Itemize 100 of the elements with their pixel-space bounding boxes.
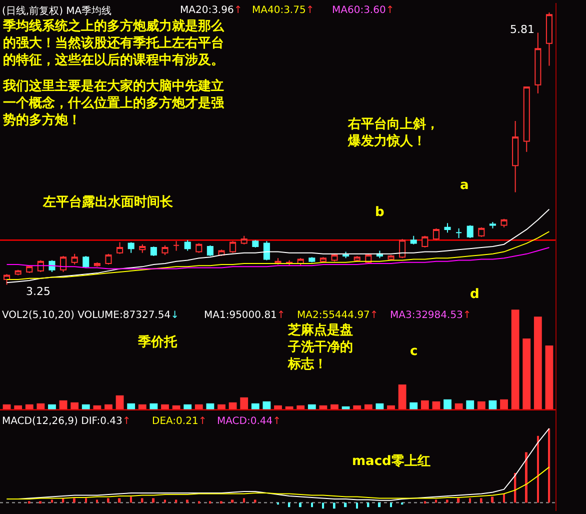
bar [466, 400, 474, 410]
bar [218, 404, 226, 410]
bar [522, 338, 531, 410]
candlestick [512, 120, 519, 193]
candlestick [4, 274, 10, 286]
bar [39, 501, 42, 504]
candlestick [388, 254, 394, 261]
bar [534, 316, 542, 410]
bar [107, 498, 110, 503]
candlestick [500, 218, 508, 228]
bar [96, 500, 98, 503]
bar [330, 404, 338, 410]
candlestick [196, 242, 202, 254]
bar [118, 498, 121, 503]
text: MACD:0.44↑ [217, 416, 282, 427]
candlestick [173, 240, 180, 252]
annotation: 季均线系统之上的多方炮威力就是那么的强大！当然该股还有季托上左右平台的特征，这些在以后的课程中有涉及。 [2, 18, 225, 68]
bar [70, 402, 79, 410]
bar [444, 399, 452, 410]
bar [299, 502, 302, 508]
bar [420, 400, 429, 410]
annotation: MA40:3.75↑ [252, 5, 314, 16]
bar [288, 502, 290, 508]
candlestick [456, 228, 462, 238]
annotation: b [375, 205, 384, 220]
bar [25, 404, 34, 410]
text: d [470, 287, 480, 302]
annotation: 季价托 [137, 334, 178, 350]
candlestick [206, 244, 214, 257]
annotation: c [410, 344, 418, 359]
bar [469, 498, 471, 503]
candlestick [263, 240, 270, 261]
bar [511, 310, 520, 410]
bar [85, 498, 87, 503]
bar [186, 500, 188, 503]
candlestick [184, 240, 191, 252]
annotation: MA2:55444.97↑ [297, 310, 378, 321]
candlestick [422, 235, 428, 248]
bar [251, 403, 260, 410]
candlestick [128, 242, 134, 254]
bar [141, 498, 144, 503]
bar [209, 501, 212, 504]
candlestick [26, 265, 33, 274]
bar [457, 498, 460, 503]
bar [231, 500, 234, 503]
candlestick [240, 235, 248, 245]
bar [435, 500, 438, 503]
bar [333, 502, 336, 509]
bar [36, 403, 45, 410]
bar [356, 502, 358, 509]
bar [152, 498, 155, 503]
bar [73, 498, 76, 503]
bar [537, 436, 539, 503]
bar [104, 404, 112, 410]
bar [398, 384, 406, 410]
candlestick [466, 224, 474, 238]
bar [367, 502, 370, 508]
bar [548, 428, 550, 503]
bar [130, 496, 132, 503]
text: 3.25 [26, 285, 50, 298]
candlestick [82, 256, 90, 268]
bar [491, 496, 494, 503]
annotation: a [460, 178, 469, 193]
text: MACD(12,26,9) DIF:0.43↑ [2, 416, 131, 427]
bar [378, 502, 381, 508]
candlestick [105, 253, 112, 266]
bar [127, 403, 136, 410]
candlestick [399, 238, 406, 259]
bar [424, 501, 426, 504]
candlestick [48, 260, 56, 272]
bar [138, 404, 146, 410]
bar [308, 404, 316, 410]
candlestick [410, 235, 417, 245]
annotation: MA1:95000.81↑ [204, 310, 286, 321]
bar [545, 346, 554, 410]
bar [175, 500, 178, 503]
bar [243, 498, 245, 503]
annotation: MA3:32984.53↑ [390, 310, 472, 321]
annotation: macd零上红 [352, 454, 430, 469]
bar [525, 452, 528, 503]
annotation: 5.81 [510, 23, 534, 36]
bar [59, 400, 68, 410]
bar [206, 403, 214, 410]
bar [311, 502, 313, 508]
annotation: 芝麻点是盘子洗干净的标志！ [287, 322, 353, 372]
annotation: MA20:3.96↑ [180, 5, 242, 16]
candlestick [478, 226, 485, 238]
text: DEA:0.21↑ [152, 416, 207, 427]
candlestick [489, 222, 496, 229]
bar [48, 404, 56, 410]
candlestick [116, 242, 124, 254]
candlestick [534, 32, 542, 94]
candlestick [546, 12, 552, 66]
annotation: 左平台露出水面时间长 [42, 194, 174, 210]
candlestick [71, 253, 78, 266]
bar [198, 501, 200, 504]
bar [28, 501, 30, 504]
candlestick [331, 253, 338, 262]
bar [322, 502, 324, 509]
candlestick [432, 228, 440, 241]
